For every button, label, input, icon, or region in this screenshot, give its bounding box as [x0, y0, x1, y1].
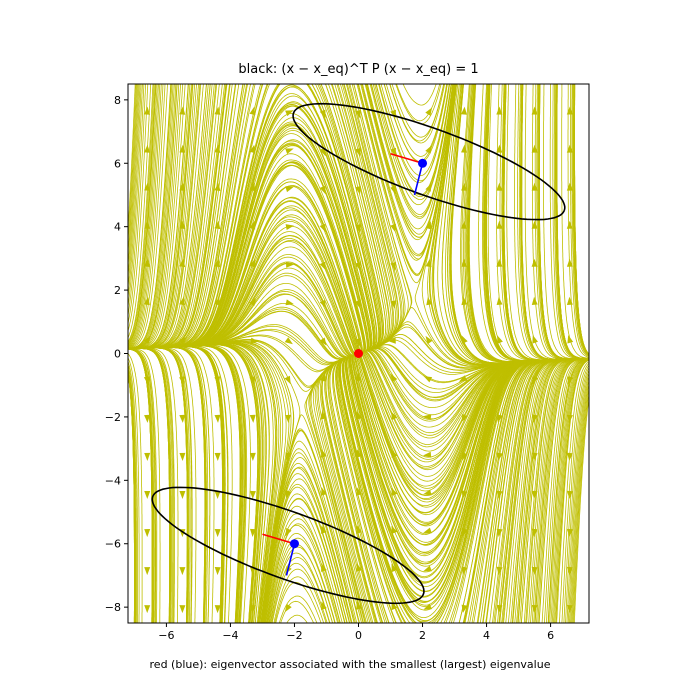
equilibrium-point-0 — [354, 349, 363, 358]
stream-arrow-30 — [215, 529, 221, 537]
stream-arrow-170 — [567, 529, 573, 537]
stream-arrow-2 — [144, 529, 150, 537]
x-tick-label-3: 0 — [355, 629, 362, 642]
stream-arrow-118 — [424, 376, 433, 382]
streamline-133 — [113, 69, 221, 349]
stream-arrow-161 — [532, 335, 538, 344]
streamline-726 — [575, 68, 605, 358]
streamline-696 — [557, 68, 603, 358]
stream-arrow-29 — [215, 567, 221, 575]
stream-arrow-56 — [285, 604, 292, 612]
streamline-710 — [561, 358, 605, 638]
stream-arrow-64 — [286, 299, 294, 305]
x-axis: −6 −4 −2 0 2 4 6 — [158, 623, 554, 642]
streamline-697 — [557, 68, 605, 358]
stream-arrow-33 — [215, 415, 221, 423]
x-tick-label-6: 6 — [547, 629, 554, 642]
stream-arrow-45 — [250, 491, 256, 499]
stream-arrow-19 — [179, 415, 185, 423]
stream-arrow-4 — [144, 453, 150, 461]
stream-arrow-162 — [532, 297, 538, 305]
stream-arrow-119 — [426, 336, 433, 344]
stream-arrow-67 — [285, 186, 294, 192]
streamline-693 — [557, 68, 605, 358]
y-tick-label-4: 0 — [114, 348, 121, 361]
stream-arrow-22 — [179, 297, 185, 305]
y-tick-label-2: −4 — [105, 474, 121, 487]
y-tick-label-7: 6 — [114, 157, 121, 170]
stream-arrow-147 — [497, 335, 503, 344]
streamline-88 — [113, 348, 187, 639]
streamline-67 — [113, 348, 173, 638]
x-tick-label-0: −6 — [158, 629, 174, 642]
streamline-57 — [112, 349, 170, 639]
streamline-42 — [112, 348, 174, 638]
streamline-695 — [557, 68, 605, 358]
streamline-473 — [385, 69, 447, 143]
stream-arrow-175 — [567, 335, 573, 344]
stream-arrow-68 — [285, 149, 294, 155]
equilibrium-point-1 — [418, 159, 427, 168]
stream-arrow-178 — [567, 221, 573, 229]
stream-arrow-176 — [567, 297, 573, 305]
streamline-694 — [557, 68, 605, 358]
equilibrium-point-2 — [290, 539, 299, 548]
streamline-91 — [113, 348, 187, 639]
stream-arrow-32 — [215, 453, 221, 461]
y-axis: −8 −6 −4 −2 0 2 4 6 8 — [105, 94, 128, 614]
streamline-90 — [113, 348, 187, 639]
x-tick-label-1: −4 — [222, 629, 238, 642]
streamline-63 — [112, 349, 170, 639]
stream-arrow-18 — [179, 453, 185, 461]
stream-arrow-27 — [179, 107, 185, 115]
stream-arrow-3 — [144, 491, 150, 499]
stream-arrow-17 — [179, 491, 185, 499]
stream-arrow-95 — [355, 186, 361, 195]
streamline-87 — [113, 348, 187, 639]
streamline-56 — [112, 349, 170, 639]
streamline-475 — [397, 69, 440, 105]
streamline-716 — [571, 68, 605, 358]
y-tick-label-6: 4 — [114, 221, 121, 234]
stream-arrow-14 — [179, 605, 185, 613]
stream-arrow-137 — [461, 183, 467, 191]
streamline-699 — [557, 68, 605, 358]
stream-arrow-38 — [214, 221, 220, 229]
y-tick-label-3: −2 — [105, 411, 121, 424]
streamline-698 — [557, 68, 605, 358]
streamline-727 — [575, 68, 605, 358]
stream-arrow-1 — [144, 567, 150, 575]
y-tick-label-0: −8 — [105, 601, 121, 614]
stream-arrow-114 — [423, 528, 432, 534]
y-tick-label-8: 8 — [114, 94, 121, 107]
x-tick-label-5: 4 — [483, 629, 490, 642]
stream-arrow-0 — [144, 605, 150, 613]
stream-arrow-124 — [425, 145, 432, 154]
y-tick-label-1: −6 — [105, 538, 121, 551]
stream-arrow-111 — [390, 110, 396, 119]
stream-arrow-133 — [462, 335, 468, 344]
x-tick-label-4: 2 — [419, 629, 426, 642]
stream-arrow-15 — [179, 567, 185, 575]
stream-arrow-62 — [285, 376, 291, 385]
stream-arrow-47 — [250, 415, 256, 423]
stream-arrow-66 — [286, 224, 294, 230]
x-tick-label-2: −2 — [286, 629, 302, 642]
stream-arrow-140 — [497, 605, 503, 613]
y-tick-label-5: 2 — [114, 284, 121, 297]
chart-caption: red (blue): eigenvector associated with … — [0, 658, 700, 671]
stream-arrow-5 — [144, 415, 150, 423]
